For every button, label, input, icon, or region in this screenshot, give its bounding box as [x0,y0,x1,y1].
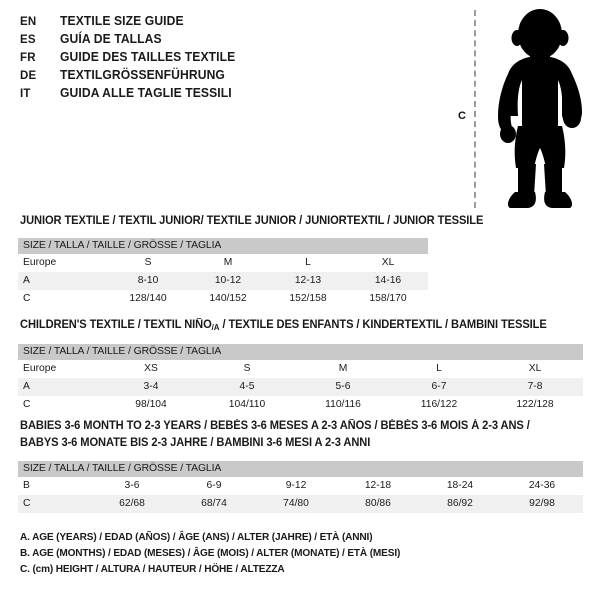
junior-a-xl: 14-16 [348,272,429,290]
children-table-row-europe: Europe XS S M L XL [18,360,584,378]
children-table-size-header: SIZE / TALLA / TAILLE / GRÖSSE / TAGLIA [18,344,584,360]
junior-europe-xl: XL [348,254,429,272]
children-europe-xl: XL [487,360,584,378]
children-a-xl: 7-8 [487,378,584,396]
children-table-row-a: A 3-4 4-5 5-6 6-7 7-8 [18,378,584,396]
junior-c-m: 140/152 [188,290,268,308]
junior-row-label-a: A [18,272,108,290]
language-title-de: TEXTILGRÖSSENFÜHRUNG [60,68,225,82]
babies-c-col3: 74/80 [255,495,337,513]
babies-row-label-c: C [18,495,91,513]
language-code-de: DE [20,70,37,82]
babies-c-col6: 92/98 [501,495,583,513]
junior-table-size-header: SIZE / TALLA / TAILLE / GRÖSSE / TAGLIA [18,238,429,254]
babies-b-col2: 6-9 [173,477,255,495]
junior-europe-l: L [268,254,348,272]
language-row-es: ES GUÍA DE TALLAS [20,32,241,50]
legend-item-b: B. AGE (MONTHS) / EDAD (MESES) / ÂGE (MO… [20,548,401,559]
children-size-table: SIZE / TALLA / TAILLE / GRÖSSE / TAGLIA … [18,344,584,414]
language-row-it: IT GUIDA ALLE TAGLIE TESSILI [20,86,241,104]
babies-size-header-label: SIZE / TALLA / TAILLE / GRÖSSE / TAGLIA [18,461,583,477]
children-row-label-a: A [18,378,103,396]
children-c-m: 110/116 [295,396,391,414]
children-europe-xs: XS [103,360,199,378]
babies-table-size-header: SIZE / TALLA / TAILLE / GRÖSSE / TAGLIA [18,461,583,477]
babies-table-row-b: B 3-6 6-9 9-12 12-18 18-24 24-36 [18,477,583,495]
children-a-l: 6-7 [391,378,487,396]
section-heading-children: CHILDREN'S TEXTILE / TEXTIL NIÑO/A / TEX… [20,318,547,332]
children-row-label-europe: Europe [18,360,103,378]
measurement-legend: A. AGE (YEARS) / EDAD (AÑOS) / ÂGE (ANS)… [20,530,412,578]
babies-b-col1: 3-6 [91,477,173,495]
language-title-it: GUIDA ALLE TAGLIE TESSILI [60,86,232,100]
language-code-it: IT [20,88,31,100]
language-title-en: TEXTILE SIZE GUIDE [60,14,184,28]
babies-c-col1: 62/68 [91,495,173,513]
children-size-header-label: SIZE / TALLA / TAILLE / GRÖSSE / TAGLIA [18,344,584,360]
language-title-list: EN TEXTILE SIZE GUIDE ES GUÍA DE TALLAS … [20,14,241,104]
babies-c-col4: 80/86 [337,495,419,513]
language-code-en: EN [20,16,37,28]
babies-size-table: SIZE / TALLA / TAILLE / GRÖSSE / TAGLIA … [18,461,583,513]
junior-c-l: 152/158 [268,290,348,308]
babies-c-col2: 68/74 [173,495,255,513]
junior-a-m: 10-12 [188,272,268,290]
children-c-xs: 98/104 [103,396,199,414]
junior-size-header-label: SIZE / TALLA / TAILLE / GRÖSSE / TAGLIA [18,238,429,254]
junior-europe-s: S [108,254,188,272]
junior-a-l: 12-13 [268,272,348,290]
language-row-de: DE TEXTILGRÖSSENFÜHRUNG [20,68,241,86]
children-europe-m: M [295,360,391,378]
babies-b-col6: 24-36 [501,477,583,495]
language-row-fr: FR GUIDE DES TAILLES TEXTILE [20,50,241,68]
children-c-l: 116/122 [391,396,487,414]
children-europe-l: L [391,360,487,378]
children-europe-s: S [199,360,295,378]
language-code-es: ES [20,34,36,46]
junior-table-row-europe: Europe S M L XL [18,254,429,272]
section-heading-babies-line2: BABYS 3-6 MONATE BIS 2-3 JAHRE / BAMBINI… [20,436,371,449]
language-title-es: GUÍA DE TALLAS [60,32,162,46]
children-table-row-c: C 98/104 104/110 110/116 116/122 122/128 [18,396,584,414]
children-a-s: 4-5 [199,378,295,396]
children-heading-pre: CHILDREN'S TEXTILE / TEXTIL NIÑO [20,318,212,331]
babies-b-col4: 12-18 [337,477,419,495]
junior-row-label-c: C [18,290,108,308]
height-measure-figure: C [440,4,600,214]
babies-c-col5: 86/92 [419,495,501,513]
children-c-s: 104/110 [199,396,295,414]
language-row-en: EN TEXTILE SIZE GUIDE [20,14,241,32]
children-a-xs: 3-4 [103,378,199,396]
junior-c-xl: 158/170 [348,290,429,308]
legend-item-a: A. AGE (YEARS) / EDAD (AÑOS) / ÂGE (ANS)… [20,532,373,543]
junior-c-s: 128/140 [108,290,188,308]
babies-table-row-c: C 62/68 68/74 74/80 80/86 86/92 92/98 [18,495,583,513]
section-heading-junior: JUNIOR TEXTILE / TEXTIL JUNIOR/ TEXTILE … [20,214,484,227]
height-dashed-line [474,10,476,208]
children-a-m: 5-6 [295,378,391,396]
language-code-fr: FR [20,52,36,64]
junior-row-label-europe: Europe [18,254,108,272]
children-heading-sub: /A [211,322,220,332]
junior-table-row-c: C 128/140 140/152 152/158 158/170 [18,290,429,308]
toddler-silhouette-icon [498,9,582,208]
babies-b-col3: 9-12 [255,477,337,495]
junior-table-row-a: A 8-10 10-12 12-13 14-16 [18,272,429,290]
legend-item-c: C. (cm) HEIGHT / ALTURA / HAUTEUR / HÖHE… [20,564,285,575]
babies-row-label-b: B [18,477,91,495]
height-measure-label: C [458,110,466,122]
children-row-label-c: C [18,396,103,414]
children-heading-post: / TEXTILE DES ENFANTS / KINDERTEXTIL / B… [219,318,547,331]
junior-size-table: SIZE / TALLA / TAILLE / GRÖSSE / TAGLIA … [18,238,429,308]
junior-a-s: 8-10 [108,272,188,290]
children-c-xl: 122/128 [487,396,584,414]
language-title-fr: GUIDE DES TAILLES TEXTILE [60,50,236,64]
section-heading-babies-line1: BABIES 3-6 MONTH TO 2-3 YEARS / BEBÉS 3-… [20,419,530,432]
junior-europe-m: M [188,254,268,272]
babies-b-col5: 18-24 [419,477,501,495]
